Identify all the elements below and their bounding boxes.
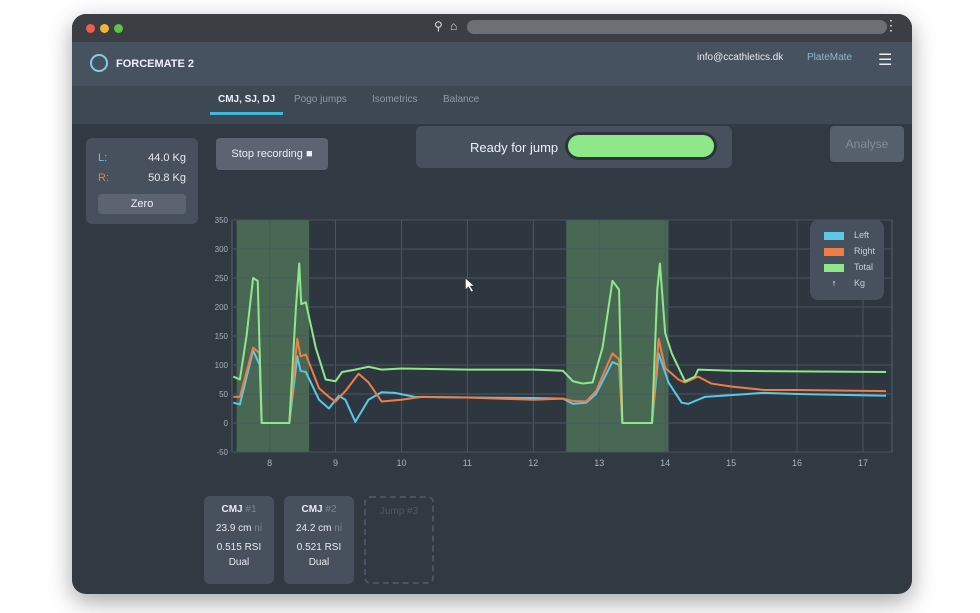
series-line-right (233, 337, 887, 424)
x-tick-label: 9 (333, 458, 338, 468)
left-value: 44.0 Kg (148, 152, 186, 164)
x-tick-label: 11 (463, 458, 472, 468)
tab-cmj-sj-dj[interactable]: CMJ, SJ, DJ (209, 94, 284, 115)
brand-name: FORCEMATE 2 (116, 58, 195, 70)
legend-unit-label: Kg (854, 278, 866, 288)
rsi-label: RSI (324, 542, 342, 553)
app-window: ⚲ ⌂ ⋮ FORCEMATE 2 info@ccathletics.dk Pl… (72, 14, 912, 594)
jump-ni: ni (334, 523, 343, 534)
jump-mode: Dual (308, 557, 330, 568)
x-tick-label: 17 (858, 458, 868, 468)
jump-placeholder-label: Jump #3 (379, 506, 419, 517)
tab-pogo-jumps[interactable]: Pogo jumps (294, 94, 347, 105)
jump-type: CMJ (221, 504, 243, 515)
jump-card-1[interactable]: CMJ #1 23.9 cm ni 0.515 RSI Dual (204, 496, 274, 584)
x-tick-label: 15 (726, 458, 736, 468)
y-tick-label: 50 (219, 390, 228, 399)
address-bar[interactable] (467, 20, 887, 34)
stop-square-icon: ■ (305, 148, 313, 160)
jump-number: #1 (245, 504, 257, 515)
legend-swatch-right (824, 247, 844, 256)
right-label: R: (98, 172, 109, 184)
jump-type: CMJ (301, 504, 323, 515)
x-tick-label: 13 (594, 458, 604, 468)
legend-right[interactable]: Right (824, 246, 875, 256)
arrow-up-icon: ↑ (831, 278, 837, 288)
legend-total[interactable]: Total (824, 262, 873, 272)
jump-rsi: 0.515 (216, 542, 242, 553)
legend-label-left: Left (854, 230, 870, 240)
tab-balance[interactable]: Balance (443, 94, 480, 105)
analyse-button[interactable]: Analyse (830, 126, 904, 162)
app-header: FORCEMATE 2 info@ccathletics.dk PlateMat… (72, 42, 912, 86)
jump-ni: ni (254, 523, 263, 534)
maximize-window-button[interactable] (114, 24, 123, 33)
x-tick-label: 16 (792, 458, 802, 468)
y-tick-label: 0 (224, 419, 229, 428)
user-email: info@ccathletics.dk (697, 52, 784, 63)
zero-button[interactable]: Zero (98, 194, 186, 214)
jump-card-2[interactable]: CMJ #2 24.2 cm ni 0.521 RSI Dual (284, 496, 354, 584)
x-tick-label: 8 (267, 458, 272, 468)
legend-swatch-total (824, 263, 844, 272)
y-tick-label: 150 (215, 332, 229, 341)
y-tick-label: 250 (215, 274, 229, 283)
x-tick-label: 12 (528, 458, 538, 468)
y-tick-label: 300 (215, 245, 229, 254)
hamburger-menu-icon[interactable]: ☰ (878, 52, 893, 69)
right-value: 50.8 Kg (148, 172, 186, 184)
search-icon[interactable]: ⚲ (434, 19, 443, 33)
home-icon[interactable]: ⌂ (450, 19, 458, 33)
legend-unit: ↑ Kg (824, 278, 865, 288)
tab-bar: CMJ, SJ, DJ Pogo jumps Isometrics Balanc… (72, 86, 912, 124)
browser-titlebar: ⚲ ⌂ ⋮ (72, 14, 912, 42)
jump-mode: Dual (228, 557, 250, 568)
x-tick-label: 14 (660, 458, 670, 468)
rsi-label: RSI (244, 542, 262, 553)
jump-number: #2 (325, 504, 337, 515)
legend-swatch-left (824, 231, 844, 240)
y-tick-label: 350 (215, 216, 229, 225)
stop-recording-label: Stop recording (231, 148, 303, 160)
jump-status-panel: Ready for jump (416, 126, 732, 168)
stop-recording-button[interactable]: Stop recording ■ (216, 138, 328, 170)
jump-height: 23.9 cm (215, 523, 252, 534)
y-tick-label: 100 (215, 361, 229, 370)
jump-height: 24.2 cm (295, 523, 332, 534)
close-window-button[interactable] (86, 24, 95, 33)
y-tick-label: 200 (215, 303, 229, 312)
left-label: L: (98, 152, 108, 164)
forcemate-logo-icon (90, 54, 108, 72)
product-link[interactable]: PlateMate (807, 52, 853, 63)
jump-placeholder-card: Jump #3 (364, 496, 434, 584)
jump-rsi: 0.521 (296, 542, 322, 553)
chart-legend: Left Right Total ↑ Kg (810, 220, 884, 300)
legend-label-right: Right (854, 246, 876, 256)
status-text: Ready for jump (470, 140, 559, 155)
force-chart: 350 300 250 200 150 100 50 0 -50 8 9 10 11 12 13 14 15 16… (215, 216, 893, 468)
minimize-window-button[interactable] (100, 24, 109, 33)
legend-label-total: Total (854, 262, 874, 272)
ready-indicator-bar (568, 135, 714, 157)
y-tick-label: -50 (216, 448, 228, 457)
x-tick-label: 10 (396, 458, 406, 468)
mouse-cursor-icon (465, 277, 476, 293)
scale-readout-panel: L: 44.0 Kg R: 50.8 Kg Zero (86, 138, 198, 224)
browser-menu-icon[interactable]: ⋮ (884, 17, 898, 33)
series-line-total (232, 262, 887, 424)
legend-left[interactable]: Left (824, 230, 869, 240)
tab-isometrics[interactable]: Isometrics (372, 94, 418, 105)
